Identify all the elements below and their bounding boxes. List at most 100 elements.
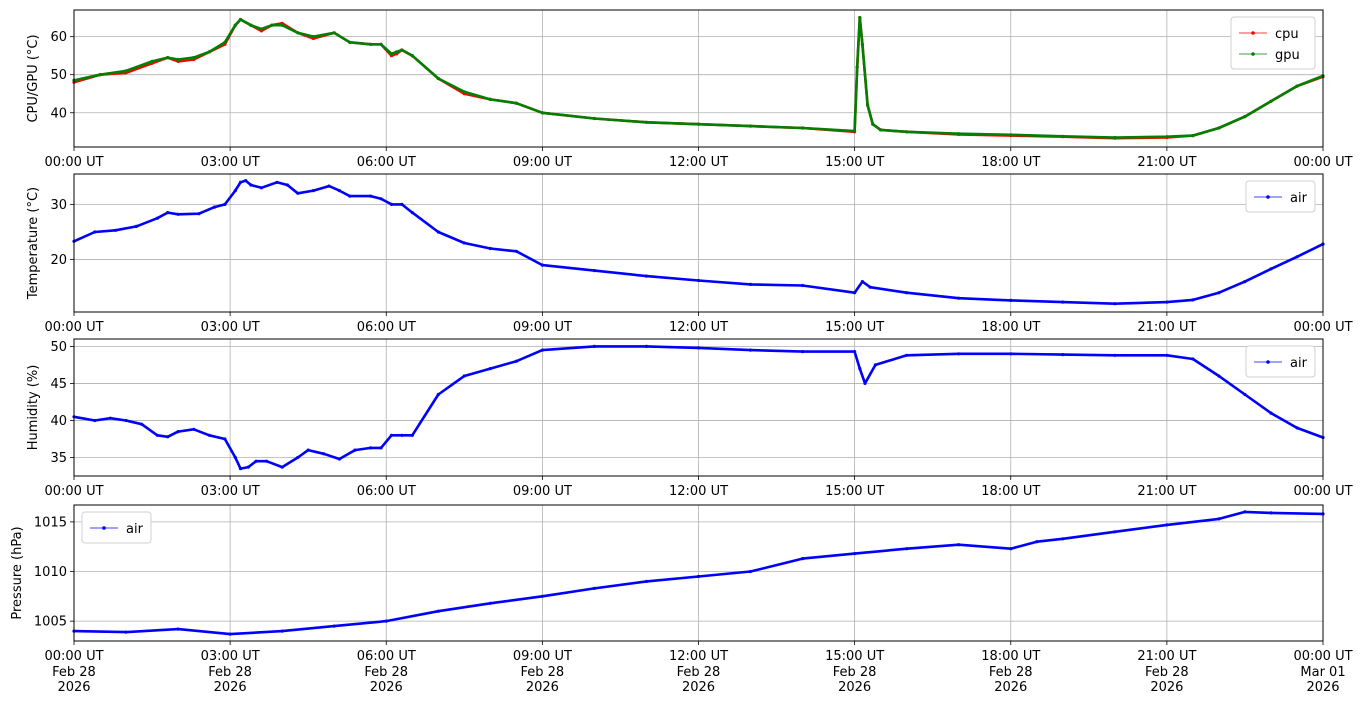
data-point bbox=[124, 69, 128, 73]
data-point bbox=[1009, 133, 1013, 137]
data-point bbox=[400, 202, 404, 206]
y-tick-label: 45 bbox=[50, 377, 67, 392]
data-point bbox=[436, 230, 440, 234]
data-point bbox=[238, 467, 243, 471]
x-tick-label: 03:00 UT bbox=[201, 320, 260, 335]
data-point bbox=[905, 130, 909, 134]
x-tick-label: 00:00 UT bbox=[1293, 155, 1352, 170]
x-tick-label: 00:00 UT bbox=[44, 649, 103, 664]
data-point bbox=[233, 189, 237, 193]
data-point bbox=[98, 73, 102, 77]
data-point bbox=[337, 189, 341, 193]
data-point bbox=[858, 367, 862, 371]
data-point bbox=[644, 579, 649, 584]
data-point bbox=[905, 353, 909, 357]
data-point bbox=[853, 291, 857, 295]
data-point bbox=[311, 189, 315, 193]
x-tick-label: 21:00 UT bbox=[1137, 484, 1196, 499]
legend-box bbox=[1245, 180, 1316, 213]
x-tick-year: 2026 bbox=[370, 680, 403, 695]
data-point bbox=[905, 547, 909, 551]
subplot-1: 00:00 UT 03:00 UT 06:00 UT 09:00 UT 12:00 UT… bbox=[26, 9, 1353, 170]
data-point bbox=[389, 433, 394, 437]
data-point bbox=[592, 116, 597, 121]
legend-marker-cpu bbox=[1251, 31, 1255, 35]
data-point bbox=[436, 609, 440, 613]
data-point bbox=[395, 50, 399, 54]
data-point bbox=[254, 459, 258, 463]
x-tick-label: 09:00 UT bbox=[513, 320, 572, 335]
data-point bbox=[540, 111, 545, 115]
x-tick-date: Feb 28 bbox=[521, 665, 565, 680]
legend-marker-air bbox=[1266, 195, 1270, 199]
data-point bbox=[150, 59, 154, 64]
x-tick-date: Feb 28 bbox=[364, 665, 408, 680]
data-point bbox=[280, 23, 284, 27]
x-tick-label: 03:00 UT bbox=[201, 649, 260, 664]
data-point bbox=[957, 132, 961, 136]
x-tick-label: 18:00 UT bbox=[981, 320, 1040, 335]
data-point bbox=[873, 363, 878, 367]
data-point bbox=[1009, 352, 1013, 356]
x-tick-label: 12:00 UT bbox=[669, 649, 728, 664]
data-point bbox=[379, 197, 383, 201]
data-point bbox=[1243, 280, 1247, 284]
data-point bbox=[1269, 511, 1273, 515]
legend-label-gpu: gpu bbox=[1275, 48, 1300, 63]
data-point bbox=[166, 56, 170, 60]
data-point bbox=[337, 457, 341, 461]
data-point bbox=[176, 430, 180, 434]
data-point bbox=[192, 427, 196, 431]
data-point bbox=[207, 50, 211, 54]
data-point bbox=[853, 129, 857, 133]
data-point bbox=[389, 52, 394, 56]
x-tick-label: 00:00 UT bbox=[44, 484, 103, 499]
data-point bbox=[265, 459, 269, 463]
data-point bbox=[140, 422, 144, 426]
y-tick-label: 30 bbox=[50, 198, 67, 213]
data-point bbox=[1243, 392, 1247, 397]
x-tick-date: Feb 28 bbox=[208, 665, 252, 680]
data-point bbox=[1061, 537, 1065, 541]
y-axis-label: Pressure (hPa) bbox=[10, 526, 25, 619]
data-point bbox=[801, 350, 805, 354]
data-point bbox=[801, 283, 805, 288]
data-point bbox=[592, 269, 597, 273]
data-point bbox=[1009, 547, 1013, 551]
data-point bbox=[348, 194, 352, 198]
x-tick-label: 12:00 UT bbox=[669, 484, 728, 499]
x-tick-year: 2026 bbox=[1306, 680, 1339, 695]
x-tick-label: 06:00 UT bbox=[357, 484, 416, 499]
legend-marker-gpu bbox=[1251, 52, 1255, 56]
x-tick-label: 15:00 UT bbox=[825, 649, 884, 664]
data-point bbox=[644, 120, 649, 124]
data-point bbox=[1217, 126, 1221, 130]
data-point bbox=[514, 249, 519, 253]
data-point bbox=[1165, 300, 1169, 304]
data-point bbox=[1243, 115, 1247, 119]
data-point bbox=[1269, 411, 1273, 415]
data-point bbox=[246, 465, 250, 469]
legend: cpu gpu bbox=[1230, 16, 1316, 70]
data-point bbox=[124, 630, 128, 634]
data-point bbox=[866, 103, 870, 107]
x-tick-label: 00:00 UT bbox=[1293, 320, 1352, 335]
axes-frame bbox=[73, 9, 1324, 148]
y-tick-label: 60 bbox=[50, 30, 67, 45]
data-point bbox=[488, 97, 492, 101]
data-point bbox=[192, 56, 196, 60]
data-point bbox=[1217, 517, 1221, 521]
data-point bbox=[488, 246, 492, 251]
data-point bbox=[1165, 523, 1169, 527]
x-tick-label: 18:00 UT bbox=[981, 484, 1040, 499]
data-point bbox=[855, 65, 859, 69]
x-tick-label: 09:00 UT bbox=[513, 155, 572, 170]
data-point bbox=[462, 374, 466, 378]
x-tick-label: 00:00 UT bbox=[1293, 649, 1352, 664]
data-point bbox=[322, 452, 326, 456]
x-tick-label: 18:00 UT bbox=[981, 649, 1040, 664]
data-point bbox=[644, 344, 649, 348]
data-point bbox=[207, 433, 211, 437]
data-point bbox=[296, 191, 300, 195]
legend: air bbox=[1245, 180, 1316, 213]
